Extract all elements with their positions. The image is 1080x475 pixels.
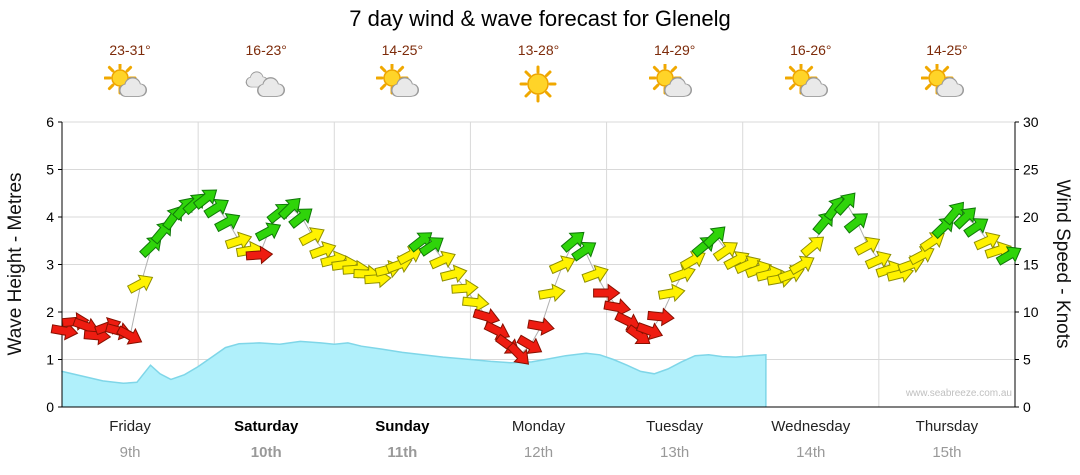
wind-arrow xyxy=(973,231,1001,251)
day-name: Saturday xyxy=(234,418,299,435)
temp-range: 13-28° xyxy=(517,42,560,58)
wave-tick-label: 1 xyxy=(46,352,54,368)
partly-cloudy-icon xyxy=(920,64,964,97)
wind-tick-label: 10 xyxy=(1023,304,1039,320)
wind-arrow xyxy=(192,189,218,210)
wave-tick-label: 3 xyxy=(46,257,54,273)
wind-arrow xyxy=(245,245,274,265)
wind-axis-title: Wind Speed - Knots xyxy=(1052,179,1073,349)
wind-speed-line xyxy=(64,197,1010,356)
wind-tick-label: 0 xyxy=(1023,399,1031,415)
wave-area xyxy=(62,341,766,407)
day-name: Monday xyxy=(511,418,566,435)
wind-arrow xyxy=(995,246,1022,266)
day-date: 13th xyxy=(660,444,690,461)
wind-arrows xyxy=(50,189,1022,365)
day-date: 12th xyxy=(523,444,554,461)
wind-arrow xyxy=(581,264,609,283)
wind-tick-label: 20 xyxy=(1023,209,1039,225)
temp-range: 23-31° xyxy=(109,42,151,58)
temp-range: 14-25° xyxy=(926,42,968,58)
partly-cloudy-icon xyxy=(104,64,148,97)
wind-arrow xyxy=(853,236,881,256)
day-date: 15th xyxy=(932,444,962,461)
wind-arrow xyxy=(571,241,597,262)
wind-arrow xyxy=(560,231,585,253)
wind-arrow xyxy=(788,255,815,276)
page-title: 7 day wind & wave forecast for Glenelg xyxy=(349,6,731,31)
wind-arrow xyxy=(843,213,869,234)
cloudy-icon xyxy=(245,71,286,97)
axis-frame: 0 1 2 3 4 5 6 0 5 10 15 20 25 30 xyxy=(46,114,1039,415)
partly-cloudy-icon xyxy=(648,64,692,97)
day-date: 11th xyxy=(387,444,418,461)
wind-arrow xyxy=(277,197,301,221)
wind-arrow xyxy=(516,334,543,355)
watermark: www.seabreeze.com.au xyxy=(905,388,1012,399)
wind-arrow xyxy=(298,227,325,247)
temp-range: 14-29° xyxy=(653,42,696,58)
wind-arrow xyxy=(614,311,641,331)
wind-arrow xyxy=(288,208,313,229)
wave-area-edge xyxy=(61,340,767,408)
wind-arrow xyxy=(953,207,976,230)
wave-tick-label: 4 xyxy=(46,209,54,225)
wind-arrow xyxy=(116,325,143,345)
day-name: Friday xyxy=(109,418,151,435)
wave-axis-title: Wave Height - Metres xyxy=(5,172,26,356)
day-date: 10th xyxy=(250,444,282,461)
temp-range: 16-26° xyxy=(790,42,832,58)
day-date: 14th xyxy=(796,444,826,461)
wind-tick-label: 15 xyxy=(1023,257,1039,273)
wind-arrow xyxy=(439,264,468,283)
wind-arrow xyxy=(527,317,555,336)
wind-arrow xyxy=(635,322,664,341)
wind-arrow xyxy=(126,274,154,294)
wind-arrow xyxy=(418,237,444,257)
wind-arrow xyxy=(657,283,686,303)
wind-tick-label: 25 xyxy=(1023,162,1039,178)
wind-arrow xyxy=(396,246,423,266)
wave-tick-label: 2 xyxy=(46,304,54,320)
wind-arrow xyxy=(712,241,738,262)
wave-tick-label: 5 xyxy=(46,162,54,178)
wind-tick-label: 5 xyxy=(1023,352,1031,368)
wind-arrow xyxy=(833,192,856,216)
wind-arrow xyxy=(548,255,576,275)
day-name: Thursday xyxy=(915,418,979,435)
wind-arrow xyxy=(506,341,530,365)
temp-range: 16-23° xyxy=(245,42,287,58)
wind-arrow xyxy=(668,264,696,283)
wind-tick-label: 30 xyxy=(1023,114,1039,130)
day-name: Wednesday xyxy=(771,418,851,435)
wave-tick-label: 0 xyxy=(46,399,54,415)
wind-arrow xyxy=(800,236,825,258)
partly-cloudy-icon xyxy=(376,64,420,97)
sunny-icon xyxy=(519,65,556,103)
wind-arrow xyxy=(429,250,456,270)
wind-arrow xyxy=(702,226,726,249)
partly-cloudy-icon xyxy=(784,64,828,97)
wind-arrow xyxy=(593,283,621,303)
wind-arrow xyxy=(214,212,241,233)
wind-arrow xyxy=(908,246,935,266)
wind-arrow xyxy=(538,283,566,303)
wave-tick-label: 6 xyxy=(46,114,54,130)
day-name: Sunday xyxy=(375,418,430,435)
day-name: Tuesday xyxy=(646,418,704,435)
wind-arrow xyxy=(451,278,479,298)
wind-arrow xyxy=(254,222,282,242)
day-date: 9th xyxy=(119,444,141,461)
wind-arrow xyxy=(864,250,892,270)
temp-range: 14-25° xyxy=(381,42,424,58)
wind-arrow xyxy=(483,321,511,340)
wind-arrow xyxy=(647,307,675,327)
wind-arrow xyxy=(963,218,989,238)
wind-arrow xyxy=(203,198,229,219)
